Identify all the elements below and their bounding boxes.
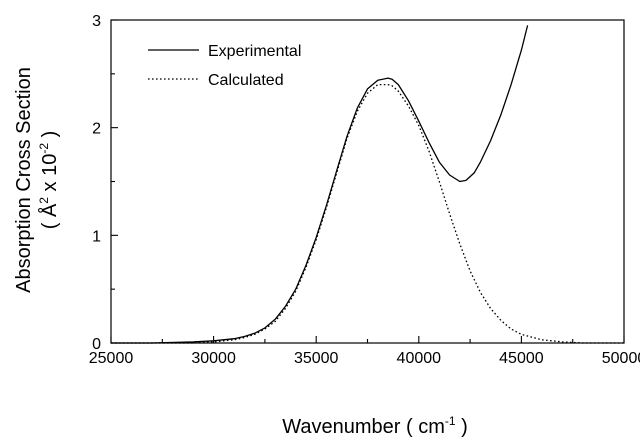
- x-tick-label: 30000: [191, 350, 236, 367]
- legend-label-calculated: Calculated: [208, 72, 284, 89]
- x-axis-title-text: Wavenumber ( cm: [282, 416, 445, 438]
- y-axis-title-line1: Absorption Cross Section: [13, 67, 35, 293]
- y-axis-title-line2: ( Å2 x 10-2 ): [37, 131, 61, 230]
- x-tick-label: 35000: [294, 350, 339, 367]
- x-axis-title-end: ): [456, 416, 468, 438]
- y-axis-ticks: 0 1 2 3: [92, 13, 118, 353]
- series-layer: [111, 25, 624, 344]
- x-axis-title: Wavenumber ( cm-1 ): [282, 414, 468, 438]
- y-axis-title-line2-c: ): [39, 131, 61, 143]
- y-tick-label: 2: [92, 121, 101, 138]
- legend-label-experimental: Experimental: [208, 43, 301, 60]
- plot-frame: [110, 19, 625, 344]
- plot-border: [110, 19, 625, 344]
- y-axis-title-line2-b: x 10: [39, 154, 61, 197]
- y-tick-label: 0: [92, 336, 101, 353]
- x-tick-label: 25000: [89, 350, 134, 367]
- x-tick-label: 45000: [499, 350, 544, 367]
- y-axis-title: Absorption Cross Section ( Å2 x 10-2 ): [13, 67, 61, 293]
- y-axis-title-sup1: 2: [37, 197, 51, 204]
- series-line-calculated: [111, 83, 624, 344]
- legend: Experimental Calculated: [148, 43, 301, 89]
- y-axis-title-sup2: -2: [37, 143, 51, 154]
- x-tick-label: 40000: [397, 350, 442, 367]
- y-tick-label: 1: [92, 228, 101, 245]
- y-axis-title-line2-a: ( Å: [38, 203, 61, 229]
- y-tick-label: 3: [92, 13, 101, 30]
- x-axis-title-sup: -1: [445, 414, 456, 428]
- series-line-experimental: [111, 25, 529, 344]
